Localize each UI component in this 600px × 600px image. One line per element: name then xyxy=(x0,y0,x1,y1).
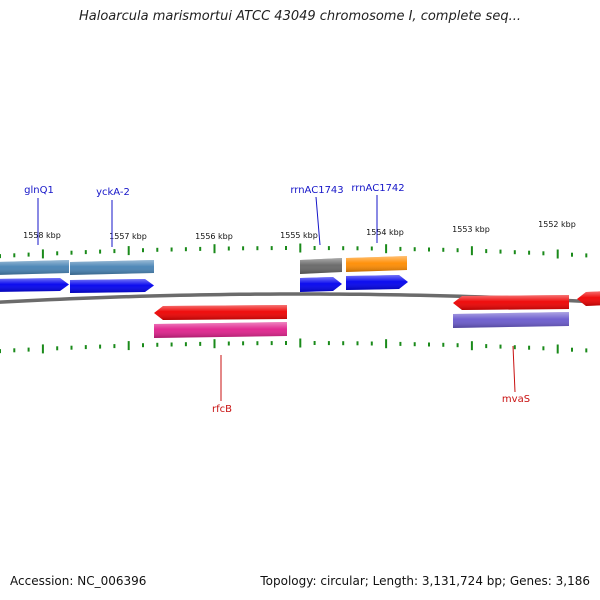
reverse-gene-arrow-right-edge[interactable] xyxy=(577,291,600,306)
forward-gene-arrow-rrnAC1742-highlight xyxy=(346,275,408,290)
scale-label: 1553 kbp xyxy=(452,225,490,234)
sequence-title: Haloarcula marismortui ATCC 43049 chromo… xyxy=(79,9,521,24)
forward-gene-arrow-rrnAC1742[interactable] xyxy=(346,275,408,290)
forward-gene-arrow-rrnAC1743-highlight xyxy=(300,277,342,292)
scale-label: 1552 kbp xyxy=(538,220,576,229)
gene-leader-line-mvas xyxy=(512,345,516,393)
forward-gene-arrow-left[interactable] xyxy=(0,278,69,292)
reverse-cds-bar-rfcB-highlight xyxy=(154,322,287,338)
scale-label: 1555 kbp xyxy=(280,231,318,240)
gene-label-rrnac1742[interactable]: rrnAC1742 xyxy=(351,183,404,194)
forward-gene-arrow-left-highlight xyxy=(0,278,69,292)
reverse-gene-arrow-rfcB-highlight xyxy=(154,305,287,320)
reverse-gene-arrow-rfcB[interactable] xyxy=(154,305,287,320)
gene-label-mvas[interactable]: mvaS xyxy=(502,394,530,405)
forward-cds-bar-rrnAC1743[interactable] xyxy=(300,258,342,274)
gene-label-glnq1[interactable]: glnQ1 xyxy=(24,185,54,196)
scale-label: 1554 kbp xyxy=(366,228,404,237)
accession-label: Accession: NC_006396 xyxy=(10,574,147,588)
gene-label-rfcb[interactable]: rfcB xyxy=(212,404,232,415)
forward-gene-arrow-yckA-highlight xyxy=(70,279,154,293)
forward-gene-arrow-rrnAC1743[interactable] xyxy=(300,277,342,292)
forward-cds-bar-yckA[interactable] xyxy=(70,260,154,275)
gene-label-ycka-2[interactable]: yckA-2 xyxy=(96,187,130,198)
reverse-cds-bar-mvaS[interactable] xyxy=(453,312,569,328)
reverse-gene-arrow-mvaS-highlight xyxy=(453,295,569,310)
reverse-cds-bar-rfcB[interactable] xyxy=(154,322,287,338)
forward-cds-bar-left-highlight xyxy=(0,260,69,275)
forward-cds-bar-rrnAC1743-highlight xyxy=(300,258,342,274)
forward-cds-bar-yckA-highlight xyxy=(70,260,154,275)
forward-cds-bar-left[interactable] xyxy=(0,260,69,275)
forward-cds-bar-rrnAC1742-highlight xyxy=(346,256,407,272)
forward-gene-arrow-yckA[interactable] xyxy=(70,279,154,293)
reverse-gene-arrow-right-edge-highlight xyxy=(577,291,600,306)
reverse-gene-arrow-mvaS[interactable] xyxy=(453,295,569,310)
gene-label-rrnac1743[interactable]: rrnAC1743 xyxy=(290,185,343,196)
gene-leader-line-rrnac1743 xyxy=(315,196,321,246)
scale-label: 1558 kbp xyxy=(23,231,61,240)
topology-length-genes-label: Topology: circular; Length: 3,131,724 bp… xyxy=(260,574,590,588)
scale-label: 1557 kbp xyxy=(109,232,147,241)
forward-cds-bar-rrnAC1742[interactable] xyxy=(346,256,407,272)
scale-label: 1556 kbp xyxy=(195,232,233,241)
reverse-cds-bar-mvaS-highlight xyxy=(453,312,569,328)
